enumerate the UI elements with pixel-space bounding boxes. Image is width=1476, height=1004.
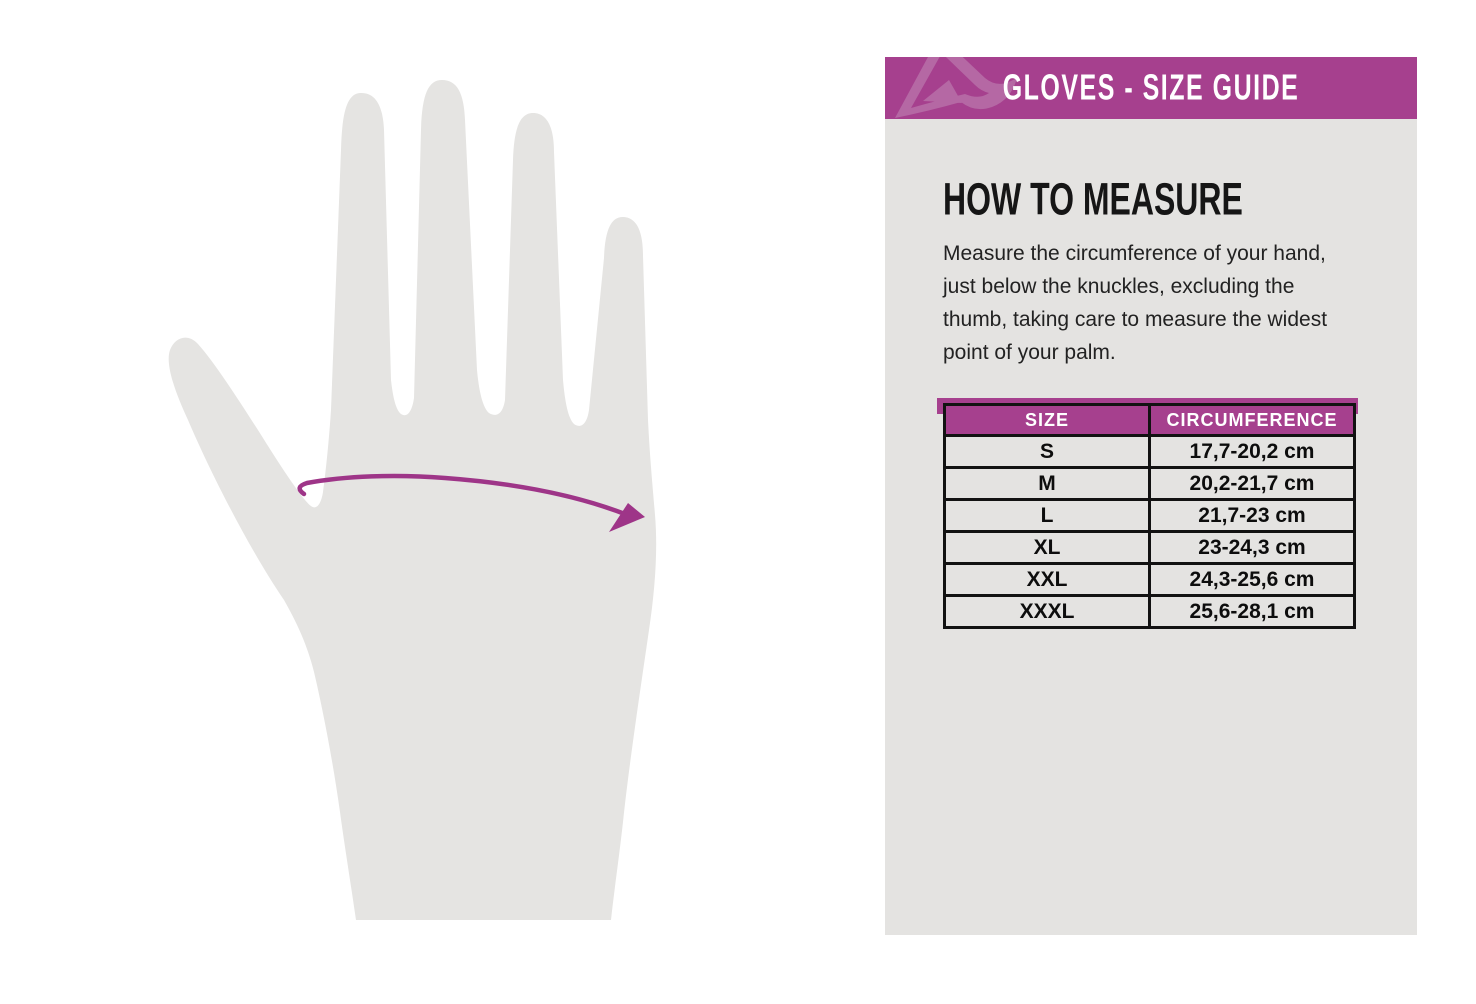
hand-silhouette bbox=[168, 80, 657, 920]
table-row: M 20,2-21,7 cm bbox=[943, 466, 1356, 501]
table-row: XL 23-24,3 cm bbox=[943, 530, 1356, 565]
hand-illustration-svg bbox=[168, 80, 657, 920]
how-to-measure-heading: HOW TO MEASURE bbox=[943, 173, 1243, 225]
size-guide-header: GLOVES - SIZE GUIDE bbox=[885, 57, 1417, 119]
acerbis-logo-icon bbox=[887, 57, 1019, 119]
size-table: SIZE CIRCUMFERENCE S 17,7-20,2 cm M 20,2… bbox=[943, 403, 1356, 629]
size-table-wrap: SIZE CIRCUMFERENCE S 17,7-20,2 cm M 20,2… bbox=[937, 398, 1358, 629]
circumference-cell: 17,7-20,2 cm bbox=[1148, 434, 1356, 469]
size-cell: S bbox=[943, 434, 1151, 469]
circumference-cell: 24,3-25,6 cm bbox=[1148, 562, 1356, 597]
size-cell: M bbox=[943, 466, 1151, 501]
table-row: XXL 24,3-25,6 cm bbox=[943, 562, 1356, 597]
circumference-cell: 23-24,3 cm bbox=[1148, 530, 1356, 565]
size-cell: XXXL bbox=[943, 594, 1151, 629]
table-header-row: SIZE CIRCUMFERENCE bbox=[943, 403, 1356, 437]
size-cell: XXL bbox=[943, 562, 1151, 597]
circumference-cell: 20,2-21,7 cm bbox=[1148, 466, 1356, 501]
measurement-arrow bbox=[297, 473, 633, 519]
hand-illustration bbox=[95, 0, 855, 1004]
size-guide-title: GLOVES - SIZE GUIDE bbox=[1002, 66, 1300, 108]
table-row: S 17,7-20,2 cm bbox=[943, 434, 1356, 469]
circumference-column-header: CIRCUMFERENCE bbox=[1148, 403, 1356, 437]
circumference-cell: 21,7-23 cm bbox=[1148, 498, 1356, 533]
size-guide-panel: GLOVES - SIZE GUIDE HOW TO MEASURE Measu… bbox=[885, 57, 1417, 935]
table-row: L 21,7-23 cm bbox=[943, 498, 1356, 533]
size-cell: XL bbox=[943, 530, 1151, 565]
circumference-cell: 25,6-28,1 cm bbox=[1148, 594, 1356, 629]
measure-instructions: Measure the circumference of your hand, … bbox=[943, 242, 1328, 364]
size-guide-content: HOW TO MEASURE Measure the circumference… bbox=[885, 173, 1417, 629]
size-column-header: SIZE bbox=[943, 403, 1151, 437]
measurement-arrowhead bbox=[609, 503, 645, 532]
table-row: XXXL 25,6-28,1 cm bbox=[943, 594, 1356, 629]
size-cell: L bbox=[943, 498, 1151, 533]
